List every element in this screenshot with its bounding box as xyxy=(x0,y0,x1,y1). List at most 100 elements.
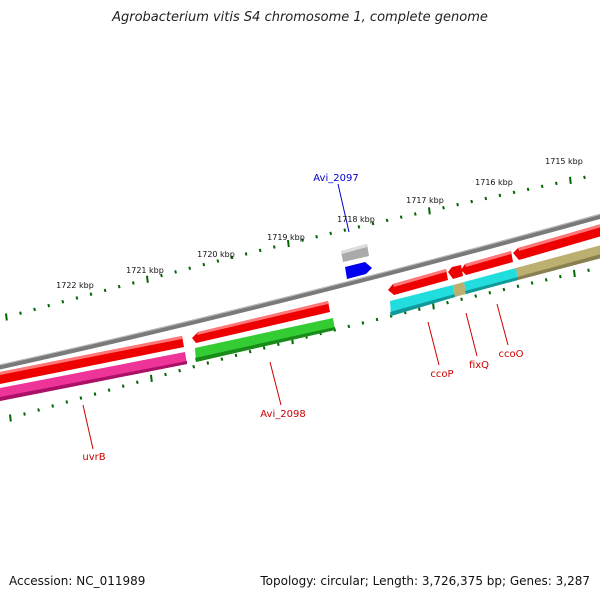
scale-label: 1719 kbp xyxy=(267,233,305,242)
outer-scale-tick xyxy=(583,175,586,180)
outer-scale-tick xyxy=(456,202,459,207)
outer-scale-tick xyxy=(19,311,22,315)
inner-scale-tick xyxy=(417,307,421,312)
inner-scale-tick xyxy=(220,357,224,361)
inner-scale-tick xyxy=(502,287,506,292)
leader-Avi_2098 xyxy=(269,361,282,406)
gene-label-Avi_2097: Avi_2097 xyxy=(313,173,358,184)
inner-scale-tick xyxy=(192,364,196,369)
outer-scale-tick xyxy=(103,288,107,293)
outer-scale-tick xyxy=(569,176,572,185)
inner-scale-tick xyxy=(361,321,365,325)
feature-ccoN-gene[interactable] xyxy=(516,244,600,280)
outer-scale-tick xyxy=(47,303,51,308)
inner-scale-tick xyxy=(276,342,280,347)
outer-scale-tick xyxy=(498,193,502,198)
outer-scale-tick xyxy=(258,248,262,253)
feature-Avi_2097-cds[interactable] xyxy=(345,262,372,279)
outer-scale-ticks xyxy=(5,175,586,321)
genome-backbone xyxy=(0,213,600,370)
inner-scale-tick xyxy=(488,290,492,295)
outer-scale-tick xyxy=(540,184,544,189)
outer-scale-tick xyxy=(75,296,79,300)
inner-scale-tick xyxy=(37,408,40,412)
inner-scale-tick xyxy=(23,412,26,416)
inner-scale-tick xyxy=(460,297,463,302)
inner-scale-tick xyxy=(262,346,266,350)
outer-scale-tick xyxy=(174,270,177,274)
gene-label-Avi_2098: Avi_2098 xyxy=(260,409,305,420)
inner-scale-tick xyxy=(474,294,478,298)
leader-ccoO xyxy=(496,303,509,346)
feature-uvrB-gene[interactable] xyxy=(0,352,187,402)
leader-ccoP xyxy=(427,321,440,366)
inner-scale-tick xyxy=(150,374,153,382)
inner-scale-tick xyxy=(51,404,55,408)
inner-scale-tick xyxy=(9,414,12,422)
feature-ccoO-gene[interactable] xyxy=(464,268,518,294)
outer-scale-tick xyxy=(272,245,276,249)
outer-scale-tick xyxy=(146,275,149,283)
outer-scale-tick xyxy=(216,259,220,263)
outer-scale-tick xyxy=(526,187,530,192)
leader-fixQ xyxy=(465,312,478,357)
outer-scale-tick xyxy=(399,215,403,219)
outer-scale-tick xyxy=(89,292,93,296)
outer-scale-tick xyxy=(442,205,445,210)
outer-scale-tick xyxy=(413,212,417,216)
scale-labels: 1715 kbp 1716 kbp 1717 kbp 1718 kbp 1719 kbp… xyxy=(56,157,583,290)
inner-scale-tick xyxy=(178,368,181,373)
outer-scale-tick xyxy=(357,225,361,229)
outer-scale-tick xyxy=(131,281,135,285)
inner-scale-tick xyxy=(206,361,210,365)
topology-text: Topology: circular; Length: 3,726,375 bp… xyxy=(260,574,590,588)
feature-ccoO-cds[interactable] xyxy=(461,251,513,275)
outer-scale-tick xyxy=(202,262,206,267)
outer-scale-tick xyxy=(160,273,163,278)
inner-scale-tick xyxy=(164,372,167,377)
feature-ccoP-gene[interactable] xyxy=(390,285,455,316)
gene-label-fixQ: fixQ xyxy=(469,360,489,371)
inner-scale-tick xyxy=(558,274,562,279)
feature-fixQ-gene[interactable] xyxy=(453,282,466,297)
inner-scale-tick xyxy=(587,268,590,272)
feature-Avi_2098-cds[interactable] xyxy=(192,301,330,343)
scale-label: 1718 kbp xyxy=(337,215,375,224)
inner-scale-tick xyxy=(107,388,111,392)
feature-fixQ-cds[interactable] xyxy=(448,265,463,279)
outer-scale-tick xyxy=(188,266,192,270)
inner-scale-tick xyxy=(93,392,97,396)
feature-Avi_2097-misc[interactable] xyxy=(341,244,369,262)
outer-scale-tick xyxy=(301,238,304,242)
inner-scale-tick xyxy=(530,281,534,285)
scale-label: 1721 kbp xyxy=(126,266,164,275)
scale-label: 1716 kbp xyxy=(475,178,513,187)
inner-scale-ticks xyxy=(9,268,590,422)
outer-scale-tick xyxy=(287,239,290,248)
leader-uvrB xyxy=(82,404,94,450)
feature-ccoP-cds[interactable] xyxy=(388,269,448,295)
outer-scale-tick xyxy=(5,313,8,321)
feature-ccoN-cds[interactable] xyxy=(513,223,600,260)
inner-scale-tick xyxy=(248,349,252,354)
scale-label: 1720 kbp xyxy=(197,250,235,259)
outer-scale-tick xyxy=(230,255,234,260)
inner-scale-tick xyxy=(432,302,435,310)
accession-text: Accession: NC_011989 xyxy=(9,574,146,588)
outer-scale-tick xyxy=(61,300,65,304)
inner-scale-tick xyxy=(516,284,520,289)
inner-scale-tick xyxy=(573,269,576,278)
leader-Avi_2097 xyxy=(337,183,350,233)
outer-scale-tick xyxy=(428,207,431,215)
feature-uvrB-cds[interactable] xyxy=(0,336,184,385)
outer-scale-tick xyxy=(33,307,36,312)
outer-scale-tick xyxy=(315,234,318,239)
inner-scale-tick xyxy=(135,380,139,384)
inner-scale-tick xyxy=(446,300,449,305)
feature-Avi_2098-gene[interactable] xyxy=(195,318,335,362)
inner-scale-tick xyxy=(375,317,379,322)
outer-scale-tick xyxy=(554,181,558,186)
scale-label: 1722 kbp xyxy=(56,281,94,290)
outer-scale-tick xyxy=(470,199,474,204)
